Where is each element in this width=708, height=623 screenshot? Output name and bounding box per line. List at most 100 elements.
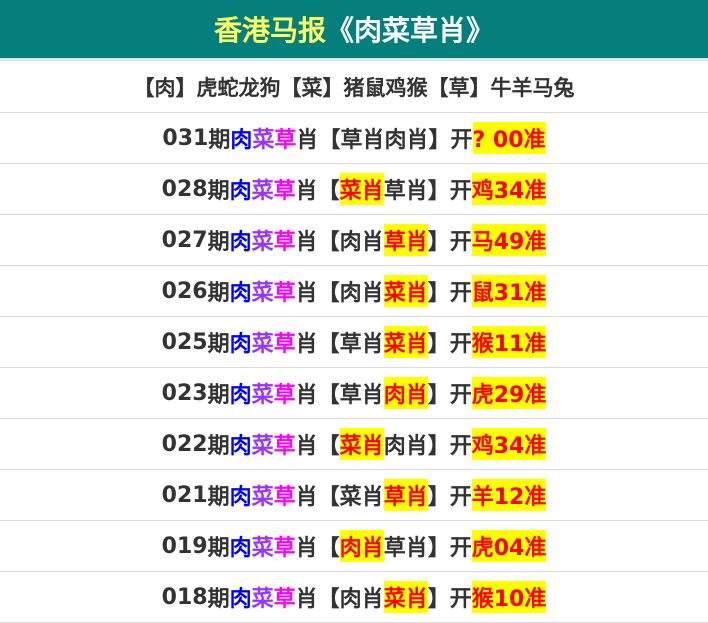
result: 虎04准: [471, 530, 547, 562]
label-cao: 草: [273, 536, 296, 561]
label-rou: 肉: [229, 230, 252, 255]
pick-2: 草肖: [383, 224, 428, 256]
close-bracket: 】: [427, 383, 450, 408]
pick-2: 肉肖: [383, 434, 428, 459]
close-bracket: 】: [427, 536, 450, 561]
open-bracket: 【: [317, 332, 340, 357]
pick-1: 肉肖: [339, 587, 384, 612]
close-bracket: 】: [427, 332, 450, 357]
pick-2: 菜肖: [383, 275, 428, 307]
label-cao: 草: [273, 281, 296, 306]
table-row: 022 期肉菜草肖【菜肖 肉肖】开鸡34准: [0, 419, 708, 470]
open-bracket: 【: [317, 587, 340, 612]
label-cai: 菜: [251, 230, 274, 255]
open-label: 开: [449, 179, 472, 204]
close-bracket: 】: [427, 230, 450, 255]
open-label: 开: [449, 230, 472, 255]
label-xiao: 肖: [295, 332, 318, 357]
open-bracket: 【: [317, 230, 340, 255]
label-cai: 菜: [251, 332, 274, 357]
table-row: 021 期肉菜草肖【菜肖 草肖】开羊12准: [0, 470, 708, 521]
pick-1: 肉肖: [339, 530, 384, 562]
table-row: 026 期肉菜草肖【肉肖 菜肖】开鼠31准: [0, 266, 708, 317]
table-row: 019 期肉菜草肖【肉肖 草肖】开虎04准: [0, 521, 708, 572]
period-label: 期: [207, 230, 230, 255]
close-bracket: 】: [427, 281, 450, 306]
label-xiao: 肖: [295, 485, 318, 510]
label-cao: 草: [273, 485, 296, 510]
label-cai: 菜: [251, 434, 274, 459]
label-xiao: 肖: [295, 179, 318, 204]
issue-number: 022: [161, 431, 208, 457]
pick-1: 菜肖: [339, 485, 384, 510]
period-label: 期: [207, 485, 230, 510]
pick-2: 草肖: [383, 179, 428, 204]
open-bracket: 【: [317, 536, 340, 561]
label-rou: 肉: [229, 587, 252, 612]
label-cai: 菜: [251, 179, 274, 204]
period-label: 期: [207, 434, 230, 459]
close-bracket: 】: [427, 485, 450, 510]
label-rou: 肉: [229, 434, 252, 459]
open-bracket: 【: [317, 179, 340, 204]
issue-number: 023: [161, 380, 208, 406]
result: 猴10准: [471, 581, 547, 613]
result: 羊12准: [471, 479, 547, 511]
period-label: 期: [207, 587, 230, 612]
issue-number: 025: [161, 329, 208, 355]
pick-1: 草肖: [339, 332, 384, 357]
pick-1: 草肖: [339, 383, 384, 408]
label-rou: 肉: [230, 128, 253, 153]
pick-1: 菜肖: [339, 428, 384, 460]
label-xiao: 肖: [295, 383, 318, 408]
issue-number: 027: [161, 227, 208, 253]
label-rou: 肉: [229, 179, 252, 204]
close-bracket: 】: [427, 587, 450, 612]
open-label: 开: [449, 281, 472, 306]
pick-1: 菜肖: [339, 173, 384, 205]
label-xiao: 肖: [295, 536, 318, 561]
result: ? 00准: [472, 122, 546, 154]
label-xiao: 肖: [295, 587, 318, 612]
label-rou: 肉: [229, 485, 252, 510]
label-cao: 草: [273, 179, 296, 204]
period-label: 期: [208, 128, 231, 153]
close-bracket: 】: [427, 179, 450, 204]
label-cai: 菜: [251, 383, 274, 408]
issue-number: 031: [162, 125, 209, 151]
pick-2: 菜肖: [383, 581, 428, 613]
open-bracket: 【: [317, 281, 340, 306]
period-label: 期: [207, 179, 230, 204]
open-bracket: 【: [318, 128, 341, 153]
pick-2: 肉肖: [384, 128, 429, 153]
pick-1: 肉肖: [339, 281, 384, 306]
label-xiao: 肖: [295, 230, 318, 255]
issue-number: 028: [161, 176, 208, 202]
issue-number: 018: [161, 584, 208, 610]
label-cai: 菜: [251, 587, 274, 612]
result: 鸡34准: [471, 428, 547, 460]
issue-number: 021: [161, 482, 208, 508]
result: 虎29准: [471, 377, 547, 409]
page-header: 香港马报 《肉菜草肖》: [0, 0, 708, 61]
label-rou: 肉: [229, 281, 252, 306]
label-cai: 菜: [251, 485, 274, 510]
label-rou: 肉: [229, 332, 252, 357]
close-bracket: 】: [428, 128, 451, 153]
label-cao: 草: [273, 230, 296, 255]
result: 鸡34准: [471, 173, 547, 205]
pick-2: 草肖: [383, 479, 428, 511]
zodiac-legend: 【肉】虎蛇龙狗【菜】猪鼠鸡猴【草】牛羊马兔: [0, 61, 708, 113]
period-label: 期: [207, 383, 230, 408]
pick-2: 草肖: [383, 536, 428, 561]
label-cao: 草: [273, 587, 296, 612]
open-label: 开: [449, 587, 472, 612]
label-cao: 草: [273, 383, 296, 408]
table-row: 025 期肉菜草肖【草肖 菜肖】开猴11准: [0, 317, 708, 368]
open-label: 开: [449, 332, 472, 357]
title-main: 香港马报: [213, 14, 326, 47]
open-label: 开: [450, 128, 473, 153]
period-label: 期: [207, 332, 230, 357]
open-label: 开: [449, 434, 472, 459]
label-cai: 菜: [251, 281, 274, 306]
